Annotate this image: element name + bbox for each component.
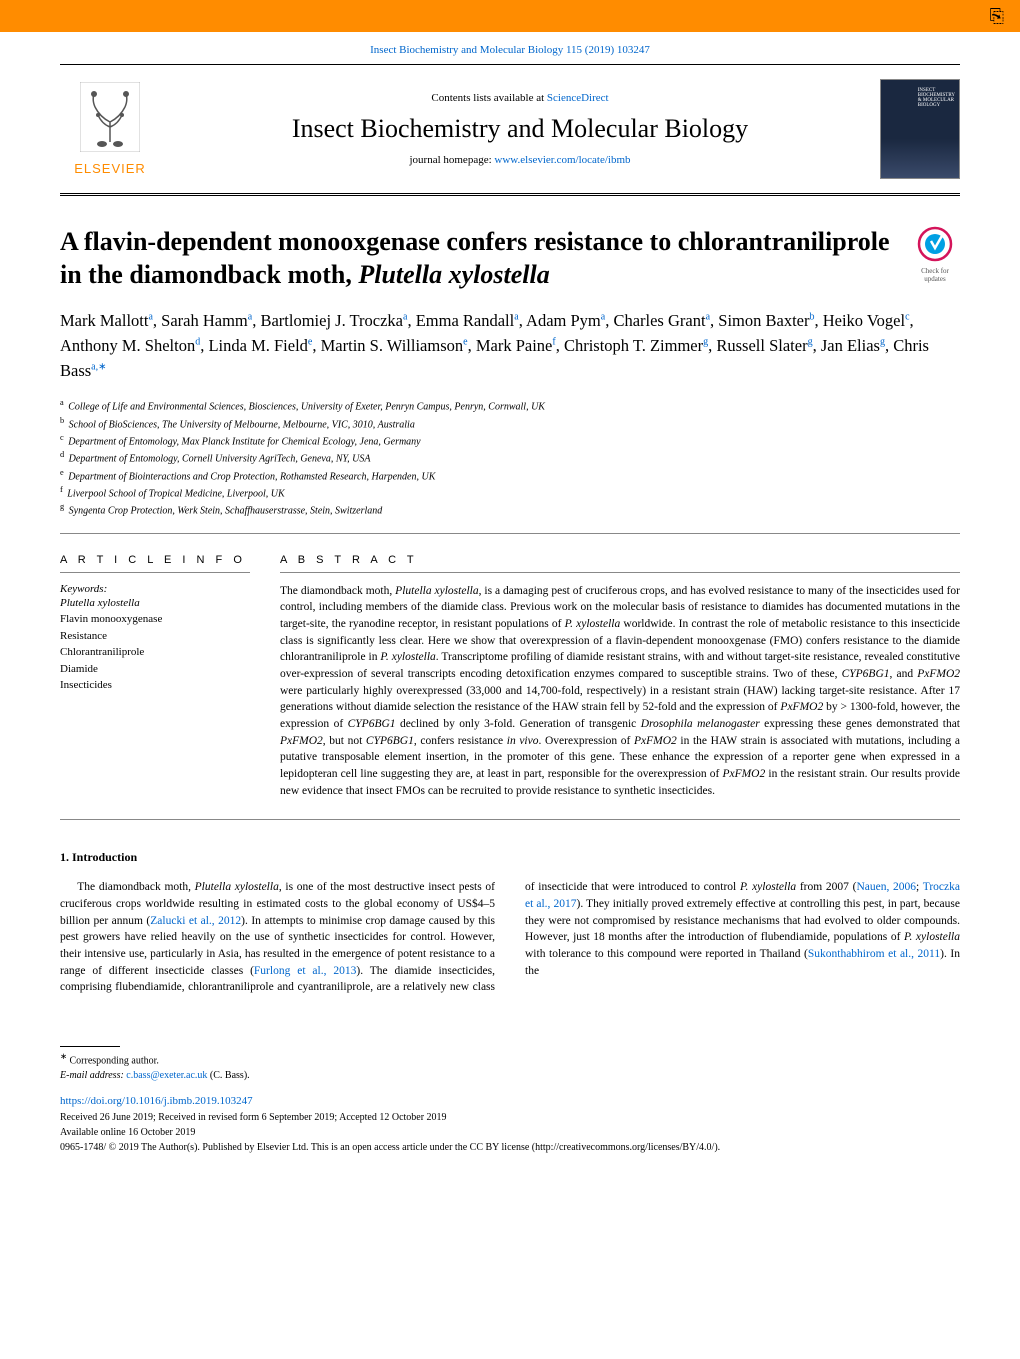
footer-separator xyxy=(60,1046,120,1047)
affiliation-ref[interactable]: d xyxy=(195,336,200,347)
ref-link[interactable]: Zalucki et al., 2012 xyxy=(150,915,241,927)
affiliation-ref[interactable]: c xyxy=(905,312,909,323)
journal-header: ELSEVIER Contents lists available at Sci… xyxy=(60,65,960,196)
elsevier-logo: ELSEVIER xyxy=(60,82,160,176)
homepage-link[interactable]: www.elsevier.com/locate/ibmb xyxy=(494,154,630,166)
affiliation-ref[interactable]: g xyxy=(808,336,813,347)
doi-line: https://doi.org/10.1016/j.ibmb.2019.1032… xyxy=(60,1093,960,1110)
article-title-row: A flavin-dependent monooxgenase confers … xyxy=(60,226,960,291)
info-abstract-row: A R T I C L E I N F O Keywords: Plutella… xyxy=(60,554,960,821)
affiliation-ref[interactable]: a xyxy=(248,312,252,323)
abstract-col: A B S T R A C T The diamondback moth, Pl… xyxy=(280,554,960,800)
article-info-heading: A R T I C L E I N F O xyxy=(60,554,250,573)
corresponding-ref[interactable]: ∗ xyxy=(98,361,106,372)
email-link[interactable]: c.bass@exeter.ac.uk xyxy=(126,1070,207,1081)
affiliation-ref[interactable]: a xyxy=(148,312,152,323)
affiliations-list: a College of Life and Environmental Scie… xyxy=(60,397,960,533)
bookmark-icon: ⎘ xyxy=(990,6,1004,27)
contents-label: Contents lists available at xyxy=(431,92,546,104)
keywords-list: Plutella xylostellaFlavin monooxygenaseR… xyxy=(60,595,250,694)
affiliation-ref[interactable]: a xyxy=(601,312,605,323)
ref-link[interactable]: Furlong et al., 2013 xyxy=(254,965,356,977)
authors-list: Mark Mallotta, Sarah Hamma, Bartlomiej J… xyxy=(60,309,960,383)
homepage-label: journal homepage: xyxy=(409,154,494,166)
journal-title: Insect Biochemistry and Molecular Biolog… xyxy=(160,114,880,144)
citation-line: Insect Biochemistry and Molecular Biolog… xyxy=(60,32,960,65)
ref-link[interactable]: Sukonthabhirom et al., 2011 xyxy=(808,948,940,960)
article-title: A flavin-dependent monooxgenase confers … xyxy=(60,226,894,291)
received-line: Received 26 June 2019; Received in revis… xyxy=(60,1110,960,1125)
available-line: Available online 16 October 2019 xyxy=(60,1125,960,1140)
footer: ∗ Corresponding author. E-mail address: … xyxy=(60,1046,960,1155)
affiliation-ref[interactable]: g xyxy=(703,336,708,347)
article-info-col: A R T I C L E I N F O Keywords: Plutella… xyxy=(60,554,280,800)
affiliation-ref[interactable]: e xyxy=(308,336,312,347)
publisher-name: ELSEVIER xyxy=(60,161,160,176)
copyright-line: 0965-1748/ © 2019 The Author(s). Publish… xyxy=(60,1140,960,1155)
ref-link[interactable]: Nauen, 2006 xyxy=(856,881,916,893)
affiliation-ref[interactable]: g xyxy=(880,336,885,347)
elsevier-tree-icon xyxy=(80,82,140,152)
title-species: Plutella xylostella xyxy=(358,260,549,289)
sciencedirect-link[interactable]: ScienceDirect xyxy=(547,92,609,104)
journal-cover-thumb: INSECTBIOCHEMISTRY& MOLECULARBIOLOGY xyxy=(880,79,960,179)
check-updates-label: Check for updates xyxy=(910,267,960,283)
page-content: Insect Biochemistry and Molecular Biolog… xyxy=(0,32,1020,1195)
affiliation-ref[interactable]: e xyxy=(463,336,467,347)
email-line: E-mail address: c.bass@exeter.ac.uk (C. … xyxy=(60,1068,960,1083)
affiliation-ref[interactable]: b xyxy=(809,312,814,323)
header-center: Contents lists available at ScienceDirec… xyxy=(160,92,880,166)
affiliation-ref[interactable]: a xyxy=(403,312,407,323)
doi-link[interactable]: https://doi.org/10.1016/j.ibmb.2019.1032… xyxy=(60,1095,253,1107)
contents-available: Contents lists available at ScienceDirec… xyxy=(160,92,880,104)
check-updates-badge[interactable]: Check for updates xyxy=(910,226,960,283)
abstract-text: The diamondback moth, Plutella xylostell… xyxy=(280,583,960,800)
citation-link[interactable]: Insect Biochemistry and Molecular Biolog… xyxy=(370,44,650,56)
top-orange-bar: ⎘ xyxy=(0,0,1020,32)
homepage-line: journal homepage: www.elsevier.com/locat… xyxy=(160,154,880,166)
introduction-section: 1. Introduction The diamondback moth, Pl… xyxy=(60,850,960,996)
section-heading: 1. Introduction xyxy=(60,850,960,865)
affiliation-ref[interactable]: a xyxy=(706,312,710,323)
keywords-label: Keywords: xyxy=(60,583,250,595)
affiliation-ref[interactable]: a xyxy=(514,312,518,323)
crossmark-icon xyxy=(917,226,953,262)
abstract-heading: A B S T R A C T xyxy=(280,554,960,573)
body-columns: The diamondback moth, Plutella xylostell… xyxy=(60,879,960,996)
corresponding-note: ∗ Corresponding author. xyxy=(60,1051,960,1068)
intro-paragraph: The diamondback moth, Plutella xylostell… xyxy=(60,879,960,996)
affiliation-ref[interactable]: f xyxy=(552,336,555,347)
